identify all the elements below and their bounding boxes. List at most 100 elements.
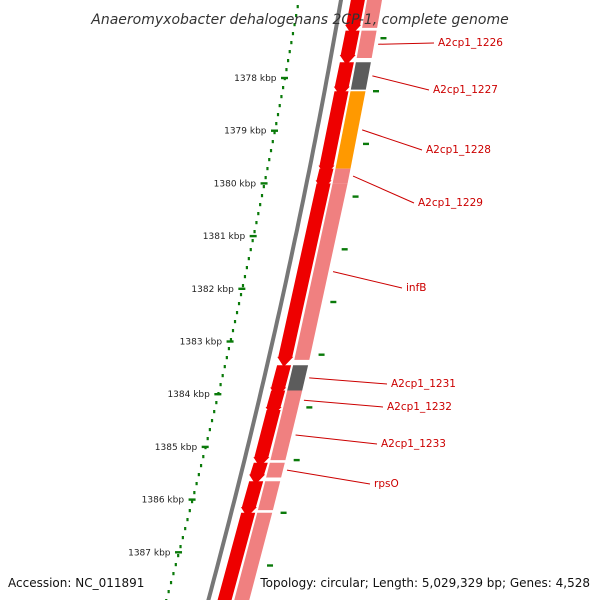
- gene-bar: [332, 168, 351, 184]
- scale-dot: [262, 185, 265, 189]
- label-leader: [295, 434, 378, 445]
- scale-dot: [219, 383, 222, 387]
- scale-dot: [271, 140, 274, 144]
- gene-bar: [294, 183, 348, 360]
- cds-arrow: [270, 365, 292, 398]
- scale-dot: [282, 86, 285, 90]
- gene-bar: [335, 91, 366, 169]
- tick-mark: [214, 393, 222, 396]
- scale-dot: [169, 581, 173, 585]
- scale-dot: [239, 293, 243, 297]
- scale-dot: [251, 239, 254, 243]
- scale-dot: [245, 266, 248, 270]
- scale-dot: [243, 275, 247, 279]
- label-leader: [303, 399, 384, 408]
- scale-dot: [181, 536, 184, 540]
- gene-label[interactable]: rpsO: [374, 478, 399, 490]
- tick-label: 1382 kbp: [191, 285, 234, 295]
- cds-arrow: [339, 30, 360, 66]
- backbone-line: [206, 0, 344, 600]
- tick-mark-inner: [380, 37, 387, 40]
- scale-ticks: 1378 kbp 1379 kbp 1380 kbp 1381 kbp 1382 kbp…: [128, 37, 387, 567]
- tick-mark-inner: [280, 511, 287, 514]
- gene-label[interactable]: A2cp1_1229: [418, 197, 483, 209]
- gene-bar: [234, 512, 273, 600]
- scale-dot: [275, 122, 278, 126]
- gene-bar: [257, 481, 281, 511]
- scale-dot: [195, 482, 198, 486]
- scale-dot: [229, 338, 233, 342]
- cds-arrow: [217, 512, 256, 600]
- label-leader: [372, 75, 430, 91]
- tick-mark: [188, 498, 196, 501]
- scale-dot: [276, 113, 280, 117]
- scale-dot: [197, 473, 200, 477]
- gene-bar: [287, 365, 309, 391]
- gene-label[interactable]: infB: [406, 282, 426, 294]
- tick-mark-inner: [363, 142, 370, 146]
- scale-dot: [184, 527, 187, 531]
- accession-text: Accession: NC_011891: [8, 576, 144, 590]
- tick-mark-inner: [341, 248, 348, 251]
- scale-dot: [231, 329, 235, 333]
- scale-dot: [215, 401, 218, 405]
- tick-mark-inner: [267, 564, 274, 567]
- scale-dot: [286, 59, 290, 63]
- scale-dot: [253, 230, 256, 234]
- gene-bar: [356, 30, 377, 58]
- feature-tracks: [217, 0, 382, 600]
- label-leader: [286, 469, 371, 485]
- gene-bar: [282, 390, 303, 410]
- scale-dot: [249, 248, 252, 252]
- tick-mark-inner: [373, 90, 379, 93]
- cds-arrow: [240, 481, 264, 518]
- tick-mark: [260, 182, 268, 185]
- tick-label: 1387 kbp: [128, 548, 171, 558]
- gene-label[interactable]: A2cp1_1227: [433, 84, 498, 96]
- gene-bar: [270, 410, 298, 461]
- scale-dot: [255, 221, 258, 225]
- cds-arrow: [318, 91, 349, 176]
- tick-label: 1378 kbp: [234, 74, 277, 84]
- scale-dot: [193, 491, 196, 495]
- scale-dot: [237, 302, 241, 306]
- map-title: Anaeromyxobacter dehalogenans 2CP-1, com…: [90, 12, 508, 28]
- gene-label[interactable]: A2cp1_1231: [391, 378, 456, 390]
- cds-arrow: [345, 0, 365, 35]
- scale-dot: [278, 104, 281, 108]
- scale-dot: [260, 194, 264, 198]
- tick-label: 1383 kbp: [180, 338, 223, 348]
- scale-dot: [210, 419, 214, 423]
- cds-arrow: [333, 62, 354, 97]
- scale-dot: [233, 320, 237, 324]
- scale-dot: [213, 410, 216, 414]
- scale-dot: [177, 554, 180, 558]
- gene-label[interactable]: A2cp1_1233: [381, 438, 446, 450]
- scale-dot: [223, 365, 226, 369]
- scale-dot: [247, 257, 250, 261]
- gene-label[interactable]: A2cp1_1228: [426, 144, 491, 156]
- tick-label: 1384 kbp: [167, 390, 210, 400]
- tick-label: 1380 kbp: [214, 179, 257, 189]
- scale-dot: [290, 41, 293, 45]
- gene-label[interactable]: A2cp1_1232: [387, 401, 452, 413]
- tick-mark: [201, 445, 209, 449]
- scale-dot: [186, 518, 189, 522]
- scale-dot: [280, 95, 283, 99]
- tick-mark-inner: [352, 195, 359, 198]
- scale-dot: [206, 437, 209, 441]
- scale-dot: [257, 212, 260, 216]
- scale-dot: [288, 50, 291, 54]
- topology-text: Topology: circular; Length: 5,029,329 bp…: [259, 576, 590, 590]
- tick-label: 1386 kbp: [142, 496, 185, 506]
- scale-dot: [269, 149, 273, 153]
- tick-mark-inner: [306, 406, 313, 409]
- tick-mark-inner: [330, 300, 337, 304]
- scale-dots: [165, 5, 299, 600]
- scale-dot: [174, 563, 177, 567]
- gene-label[interactable]: A2cp1_1226: [438, 37, 503, 49]
- label-leader: [352, 175, 415, 204]
- scale-dot: [199, 464, 203, 468]
- scale-dot: [221, 374, 224, 378]
